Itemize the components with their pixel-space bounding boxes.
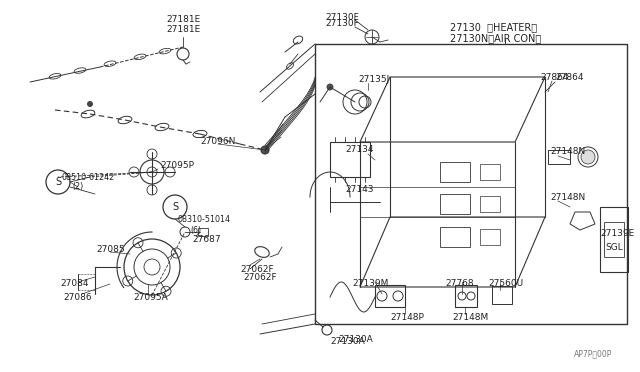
Bar [492, 286, 512, 304]
Text: 27130  （HEATER）: 27130 （HEATER） [450, 22, 537, 32]
Text: 27135J: 27135J [358, 76, 389, 84]
Bar [440, 162, 470, 182]
Bar [198, 228, 208, 236]
Text: 27143: 27143 [345, 186, 374, 195]
Text: 27085: 27085 [96, 246, 125, 254]
Bar [330, 142, 370, 177]
Bar [440, 227, 470, 247]
Bar [315, 44, 627, 324]
Circle shape [88, 102, 93, 106]
Text: 08510-61242: 08510-61242 [62, 173, 115, 182]
Bar [600, 207, 628, 272]
Text: 27148N: 27148N [550, 148, 585, 157]
Text: 27134: 27134 [345, 145, 374, 154]
Text: 27148N: 27148N [550, 192, 585, 202]
Text: 27062F: 27062F [240, 266, 274, 275]
Text: 27086: 27086 [63, 292, 92, 301]
Text: (6): (6) [190, 225, 201, 234]
Text: 27130F: 27130F [325, 13, 359, 22]
Text: 27096N: 27096N [200, 138, 236, 147]
Bar [455, 285, 477, 307]
Text: 27148M: 27148M [452, 312, 488, 321]
Text: 08310-51014: 08310-51014 [178, 215, 231, 224]
Text: 27130F: 27130F [325, 19, 359, 28]
Text: 27062F: 27062F [243, 273, 276, 282]
Bar [480, 196, 500, 212]
Text: 27095P: 27095P [160, 161, 194, 170]
Bar [480, 164, 500, 180]
Circle shape [261, 146, 269, 154]
Bar [604, 222, 624, 257]
Text: 27181E: 27181E [166, 16, 200, 25]
Bar [375, 285, 405, 307]
Circle shape [581, 150, 595, 164]
Text: 27148P: 27148P [390, 312, 424, 321]
Text: S: S [55, 177, 61, 187]
Text: 27084: 27084 [60, 279, 88, 289]
Text: 27139M: 27139M [352, 279, 388, 289]
Text: 27139E: 27139E [600, 230, 634, 238]
Circle shape [327, 84, 333, 90]
Text: 27130A: 27130A [338, 334, 372, 343]
Text: 27768: 27768 [445, 279, 474, 289]
Text: SGL: SGL [605, 243, 623, 251]
Text: 27687: 27687 [192, 235, 221, 244]
Text: (2): (2) [72, 183, 83, 192]
Text: 27130N（AIR CON）: 27130N（AIR CON） [450, 33, 541, 43]
Text: 27181E: 27181E [166, 26, 200, 35]
Text: S: S [172, 202, 178, 212]
Text: AP7P）00P: AP7P）00P [573, 350, 612, 359]
Text: 27864: 27864 [555, 73, 584, 81]
Bar [548, 150, 570, 164]
Bar [480, 229, 500, 245]
Text: 27560U: 27560U [488, 279, 523, 289]
Text: 27095A: 27095A [133, 292, 168, 301]
Text: 27130A: 27130A [330, 337, 365, 346]
Text: 27864: 27864 [540, 73, 568, 81]
Bar [440, 194, 470, 214]
